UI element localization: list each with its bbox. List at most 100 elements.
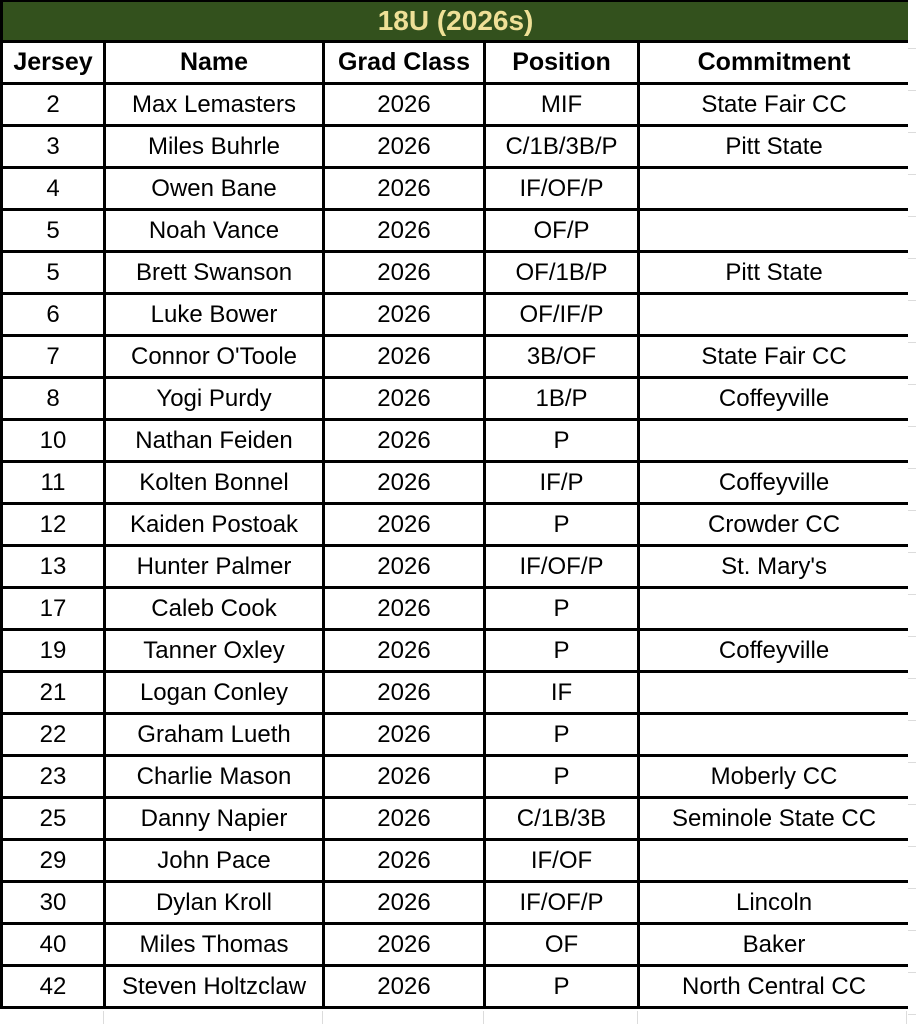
cell-grad-class[interactable]: 2026 [322, 670, 486, 715]
cell-commitment[interactable] [636, 712, 912, 757]
cell-position[interactable]: IF/P [483, 460, 640, 505]
cell-position[interactable]: C/1B/3B/P [483, 124, 640, 169]
cell-position[interactable]: OF/1B/P [483, 250, 640, 295]
cell-position[interactable]: IF/OF [483, 838, 640, 883]
cell-position[interactable]: IF/OF/P [483, 880, 640, 925]
cell-position[interactable]: IF [483, 670, 640, 715]
cell-grad-class[interactable]: 2026 [322, 124, 486, 169]
cell-position[interactable]: 1B/P [483, 376, 640, 421]
cell-name[interactable]: Miles Thomas [103, 922, 325, 967]
cell-grad-class[interactable]: 2026 [322, 82, 486, 127]
column-header-jersey[interactable]: Jersey [0, 40, 106, 85]
cell-grad-class[interactable]: 2026 [322, 880, 486, 925]
cell-jersey[interactable]: 22 [0, 712, 106, 757]
cell-position[interactable]: 3B/OF [483, 334, 640, 379]
cell-position[interactable]: P [483, 964, 640, 1009]
cell-position[interactable]: IF/OF/P [483, 166, 640, 211]
cell-commitment[interactable]: Coffeyville [636, 376, 912, 421]
cell-grad-class[interactable]: 2026 [322, 796, 486, 841]
cell-commitment[interactable] [636, 208, 912, 253]
cell-grad-class[interactable]: 2026 [322, 208, 486, 253]
cell-grad-class[interactable]: 2026 [322, 166, 486, 211]
cell-position[interactable]: OF [483, 922, 640, 967]
cell-position[interactable]: P [483, 418, 640, 463]
cell-grad-class[interactable]: 2026 [322, 292, 486, 337]
cell-grad-class[interactable]: 2026 [322, 838, 486, 883]
cell-commitment[interactable] [636, 838, 912, 883]
cell-commitment[interactable]: Lincoln [636, 880, 912, 925]
cell-jersey[interactable]: 13 [0, 544, 106, 589]
cell-jersey[interactable]: 11 [0, 460, 106, 505]
cell-name[interactable]: Logan Conley [103, 670, 325, 715]
cell-jersey[interactable]: 3 [0, 124, 106, 169]
cell-name[interactable]: Connor O'Toole [103, 334, 325, 379]
column-header-commitment[interactable]: Commitment [636, 40, 912, 85]
team-title-cell[interactable]: 18U (2026s) [0, 0, 912, 43]
cell-commitment[interactable] [636, 586, 912, 631]
cell-commitment[interactable]: Moberly CC [636, 754, 912, 799]
cell-position[interactable]: OF/P [483, 208, 640, 253]
column-header-position[interactable]: Position [483, 40, 640, 85]
cell-jersey[interactable]: 25 [0, 796, 106, 841]
cell-jersey[interactable]: 2 [0, 82, 106, 127]
cell-name[interactable]: Brett Swanson [103, 250, 325, 295]
cell-grad-class[interactable]: 2026 [322, 418, 486, 463]
cell-commitment[interactable]: North Central CC [636, 964, 912, 1009]
cell-name[interactable]: Yogi Purdy [103, 376, 325, 421]
cell-commitment[interactable]: Seminole State CC [636, 796, 912, 841]
cell-commitment[interactable]: Baker [636, 922, 912, 967]
cell-jersey[interactable]: 29 [0, 838, 106, 883]
cell-commitment[interactable]: St. Mary's [636, 544, 912, 589]
cell-commitment[interactable]: Crowder CC [636, 502, 912, 547]
cell-grad-class[interactable]: 2026 [322, 922, 486, 967]
cell-jersey[interactable]: 5 [0, 250, 106, 295]
cell-name[interactable]: Nathan Feiden [103, 418, 325, 463]
cell-jersey[interactable]: 6 [0, 292, 106, 337]
cell-name[interactable]: Caleb Cook [103, 586, 325, 631]
cell-grad-class[interactable]: 2026 [322, 712, 486, 757]
cell-jersey[interactable]: 12 [0, 502, 106, 547]
cell-grad-class[interactable]: 2026 [322, 502, 486, 547]
cell-commitment[interactable] [636, 670, 912, 715]
cell-grad-class[interactable]: 2026 [322, 586, 486, 631]
cell-jersey[interactable]: 5 [0, 208, 106, 253]
cell-jersey[interactable]: 30 [0, 880, 106, 925]
cell-name[interactable]: Miles Buhrle [103, 124, 325, 169]
cell-position[interactable]: P [483, 628, 640, 673]
cell-position[interactable]: MIF [483, 82, 640, 127]
cell-grad-class[interactable]: 2026 [322, 376, 486, 421]
cell-position[interactable]: P [483, 754, 640, 799]
cell-grad-class[interactable]: 2026 [322, 460, 486, 505]
column-header-name[interactable]: Name [103, 40, 325, 85]
cell-jersey[interactable]: 4 [0, 166, 106, 211]
cell-name[interactable]: Tanner Oxley [103, 628, 325, 673]
cell-grad-class[interactable]: 2026 [322, 334, 486, 379]
cell-grad-class[interactable]: 2026 [322, 964, 486, 1009]
cell-jersey[interactable]: 19 [0, 628, 106, 673]
cell-jersey[interactable]: 23 [0, 754, 106, 799]
cell-commitment[interactable]: State Fair CC [636, 82, 912, 127]
cell-position[interactable]: P [483, 586, 640, 631]
column-header-grad-class[interactable]: Grad Class [322, 40, 486, 85]
cell-commitment[interactable] [636, 166, 912, 211]
cell-commitment[interactable]: Coffeyville [636, 460, 912, 505]
cell-jersey[interactable]: 10 [0, 418, 106, 463]
cell-name[interactable]: Kaiden Postoak [103, 502, 325, 547]
cell-commitment[interactable]: Coffeyville [636, 628, 912, 673]
cell-name[interactable]: Noah Vance [103, 208, 325, 253]
cell-jersey[interactable]: 40 [0, 922, 106, 967]
cell-commitment[interactable] [636, 418, 912, 463]
cell-position[interactable]: C/1B/3B [483, 796, 640, 841]
cell-jersey[interactable]: 17 [0, 586, 106, 631]
cell-position[interactable]: P [483, 712, 640, 757]
cell-commitment[interactable]: State Fair CC [636, 334, 912, 379]
cell-commitment[interactable]: Pitt State [636, 124, 912, 169]
cell-grad-class[interactable]: 2026 [322, 628, 486, 673]
cell-name[interactable]: Dylan Kroll [103, 880, 325, 925]
cell-name[interactable]: John Pace [103, 838, 325, 883]
cell-position[interactable]: IF/OF/P [483, 544, 640, 589]
cell-name[interactable]: Graham Lueth [103, 712, 325, 757]
cell-name[interactable]: Luke Bower [103, 292, 325, 337]
cell-grad-class[interactable]: 2026 [322, 544, 486, 589]
cell-name[interactable]: Max Lemasters [103, 82, 325, 127]
